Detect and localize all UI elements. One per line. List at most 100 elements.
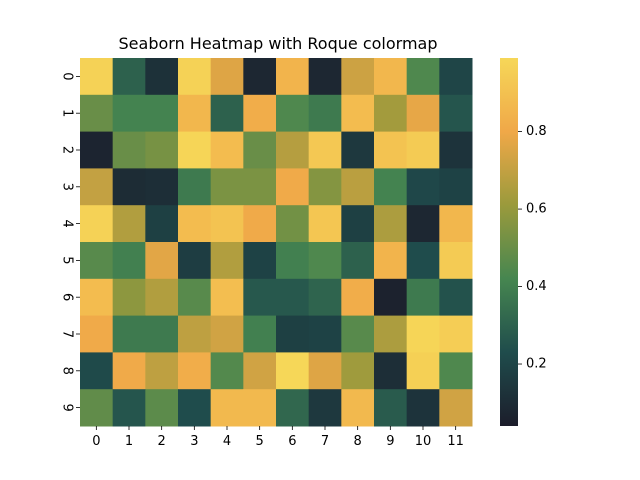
heatmap-cell (145, 94, 179, 133)
heatmap-cell (276, 278, 310, 317)
heatmap-cell (406, 389, 440, 427)
colorbar-tick-label: 0.4 (526, 279, 547, 294)
heatmap-cell (374, 389, 408, 427)
heatmap-cell (210, 58, 244, 96)
heatmap-cell (112, 389, 146, 427)
heatmap-cell (80, 168, 114, 206)
heatmap-cell (406, 131, 440, 169)
heatmap-cell (374, 168, 408, 206)
x-tick-label: 9 (386, 434, 394, 449)
y-axis-ticks: 0 1 2 3 4 5 6 7 8 9 (60, 72, 80, 412)
heatmap-cell (243, 58, 277, 96)
heatmap-cell (439, 58, 473, 96)
heatmap-cell (178, 168, 212, 206)
x-tick-label: 4 (223, 434, 231, 449)
heatmap-cell (178, 205, 212, 243)
heatmap-cell (178, 242, 212, 280)
heatmap-cell (178, 278, 212, 317)
heatmap-cell (341, 131, 375, 169)
heatmap-cell (374, 278, 408, 317)
heatmap-cell (80, 278, 114, 317)
heatmap-cell (80, 205, 114, 243)
heatmap-cell (276, 94, 310, 133)
heatmap-cell (341, 168, 375, 206)
heatmap-cell (406, 205, 440, 243)
heatmap-cell (308, 389, 342, 427)
heatmap-cell (112, 278, 146, 317)
heatmap-cell (341, 352, 375, 390)
heatmap-cell (80, 389, 114, 427)
heatmap-cell (406, 315, 440, 353)
heatmap-cell (439, 131, 473, 169)
heatmap-cell (210, 94, 244, 133)
heatmap-cell (341, 58, 375, 96)
y-tick-label: 9 (60, 403, 75, 411)
heatmap-cell (276, 389, 310, 427)
heatmap-cell (439, 278, 473, 317)
heatmap-cell (145, 389, 179, 427)
heatmap-cell (374, 315, 408, 353)
heatmap-cell (374, 352, 408, 390)
heatmap-cell (276, 315, 310, 353)
x-tick-label: 1 (125, 434, 133, 449)
heatmap-cell (341, 205, 375, 243)
heatmap-cell (210, 278, 244, 317)
heatmap-cell (276, 58, 310, 96)
heatmap-cell (178, 352, 212, 390)
y-tick-label: 7 (60, 330, 75, 338)
heatmap-cell (178, 315, 212, 353)
heatmap-cell (276, 131, 310, 169)
heatmap-cell (406, 94, 440, 133)
heatmap-cell (308, 205, 342, 243)
heatmap-cell (439, 352, 473, 390)
x-tick-label: 7 (321, 434, 329, 449)
heatmap-cell (374, 131, 408, 169)
heatmap-cell (178, 389, 212, 427)
colorbar-tick-label: 0.8 (526, 124, 547, 139)
heatmap-cell (374, 58, 408, 96)
heatmap-cell (308, 352, 342, 390)
heatmap-cell (80, 94, 114, 133)
heatmap-cell (112, 131, 146, 169)
heatmap-cell (374, 205, 408, 243)
heatmap-cell (145, 242, 179, 280)
heatmap-cell (178, 131, 212, 169)
heatmap-cell (210, 131, 244, 169)
y-tick-label: 0 (60, 72, 75, 80)
heatmap-cell (80, 131, 114, 169)
heatmap-cell (112, 242, 146, 280)
heatmap-cell (439, 389, 473, 427)
heatmap-cell (112, 58, 146, 96)
heatmap-cell (439, 94, 473, 133)
x-tick-label: 0 (92, 434, 100, 449)
heatmap-cell (243, 168, 277, 206)
heatmap-cell (439, 205, 473, 243)
chart-title: Seaborn Heatmap with Roque colormap (119, 34, 438, 53)
heatmap-cell (341, 278, 375, 317)
heatmap-cell (243, 131, 277, 169)
heatmap-cell (178, 58, 212, 96)
x-tick-label: 2 (158, 434, 166, 449)
y-tick-label: 4 (60, 219, 75, 227)
heatmap-cell (243, 315, 277, 353)
heatmap-cell (210, 168, 244, 206)
heatmap-cell (112, 94, 146, 133)
heatmap-cell (243, 352, 277, 390)
heatmap-cell (145, 205, 179, 243)
heatmap-cell (406, 58, 440, 96)
x-tick-label: 10 (415, 434, 432, 449)
heatmap-cell (243, 242, 277, 280)
heatmap-cell (406, 242, 440, 280)
heatmap-cell (308, 278, 342, 317)
heatmap-cell (210, 242, 244, 280)
heatmap-cell (276, 352, 310, 390)
heatmap-cell (308, 242, 342, 280)
heatmap-cell (112, 315, 146, 353)
heatmap-cell (210, 315, 244, 353)
x-axis-ticks: 0 1 2 3 4 5 6 7 8 9 10 11 (92, 426, 464, 449)
x-tick-label: 8 (354, 434, 362, 449)
heatmap-cell (341, 94, 375, 133)
heatmap-cell (112, 352, 146, 390)
heatmap-cell (276, 168, 310, 206)
